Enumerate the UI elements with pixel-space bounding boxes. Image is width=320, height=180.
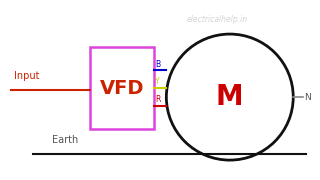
Text: B: B [155,60,160,69]
Text: VFD: VFD [100,79,144,98]
Text: Earth: Earth [52,135,78,145]
Text: Y: Y [155,77,160,86]
Text: R: R [155,95,161,104]
Text: N: N [304,93,311,102]
Text: Input: Input [14,71,40,81]
Text: electricalhelp.in: electricalhelp.in [187,15,248,24]
Bar [90,48,154,129]
Text: M: M [216,83,244,111]
